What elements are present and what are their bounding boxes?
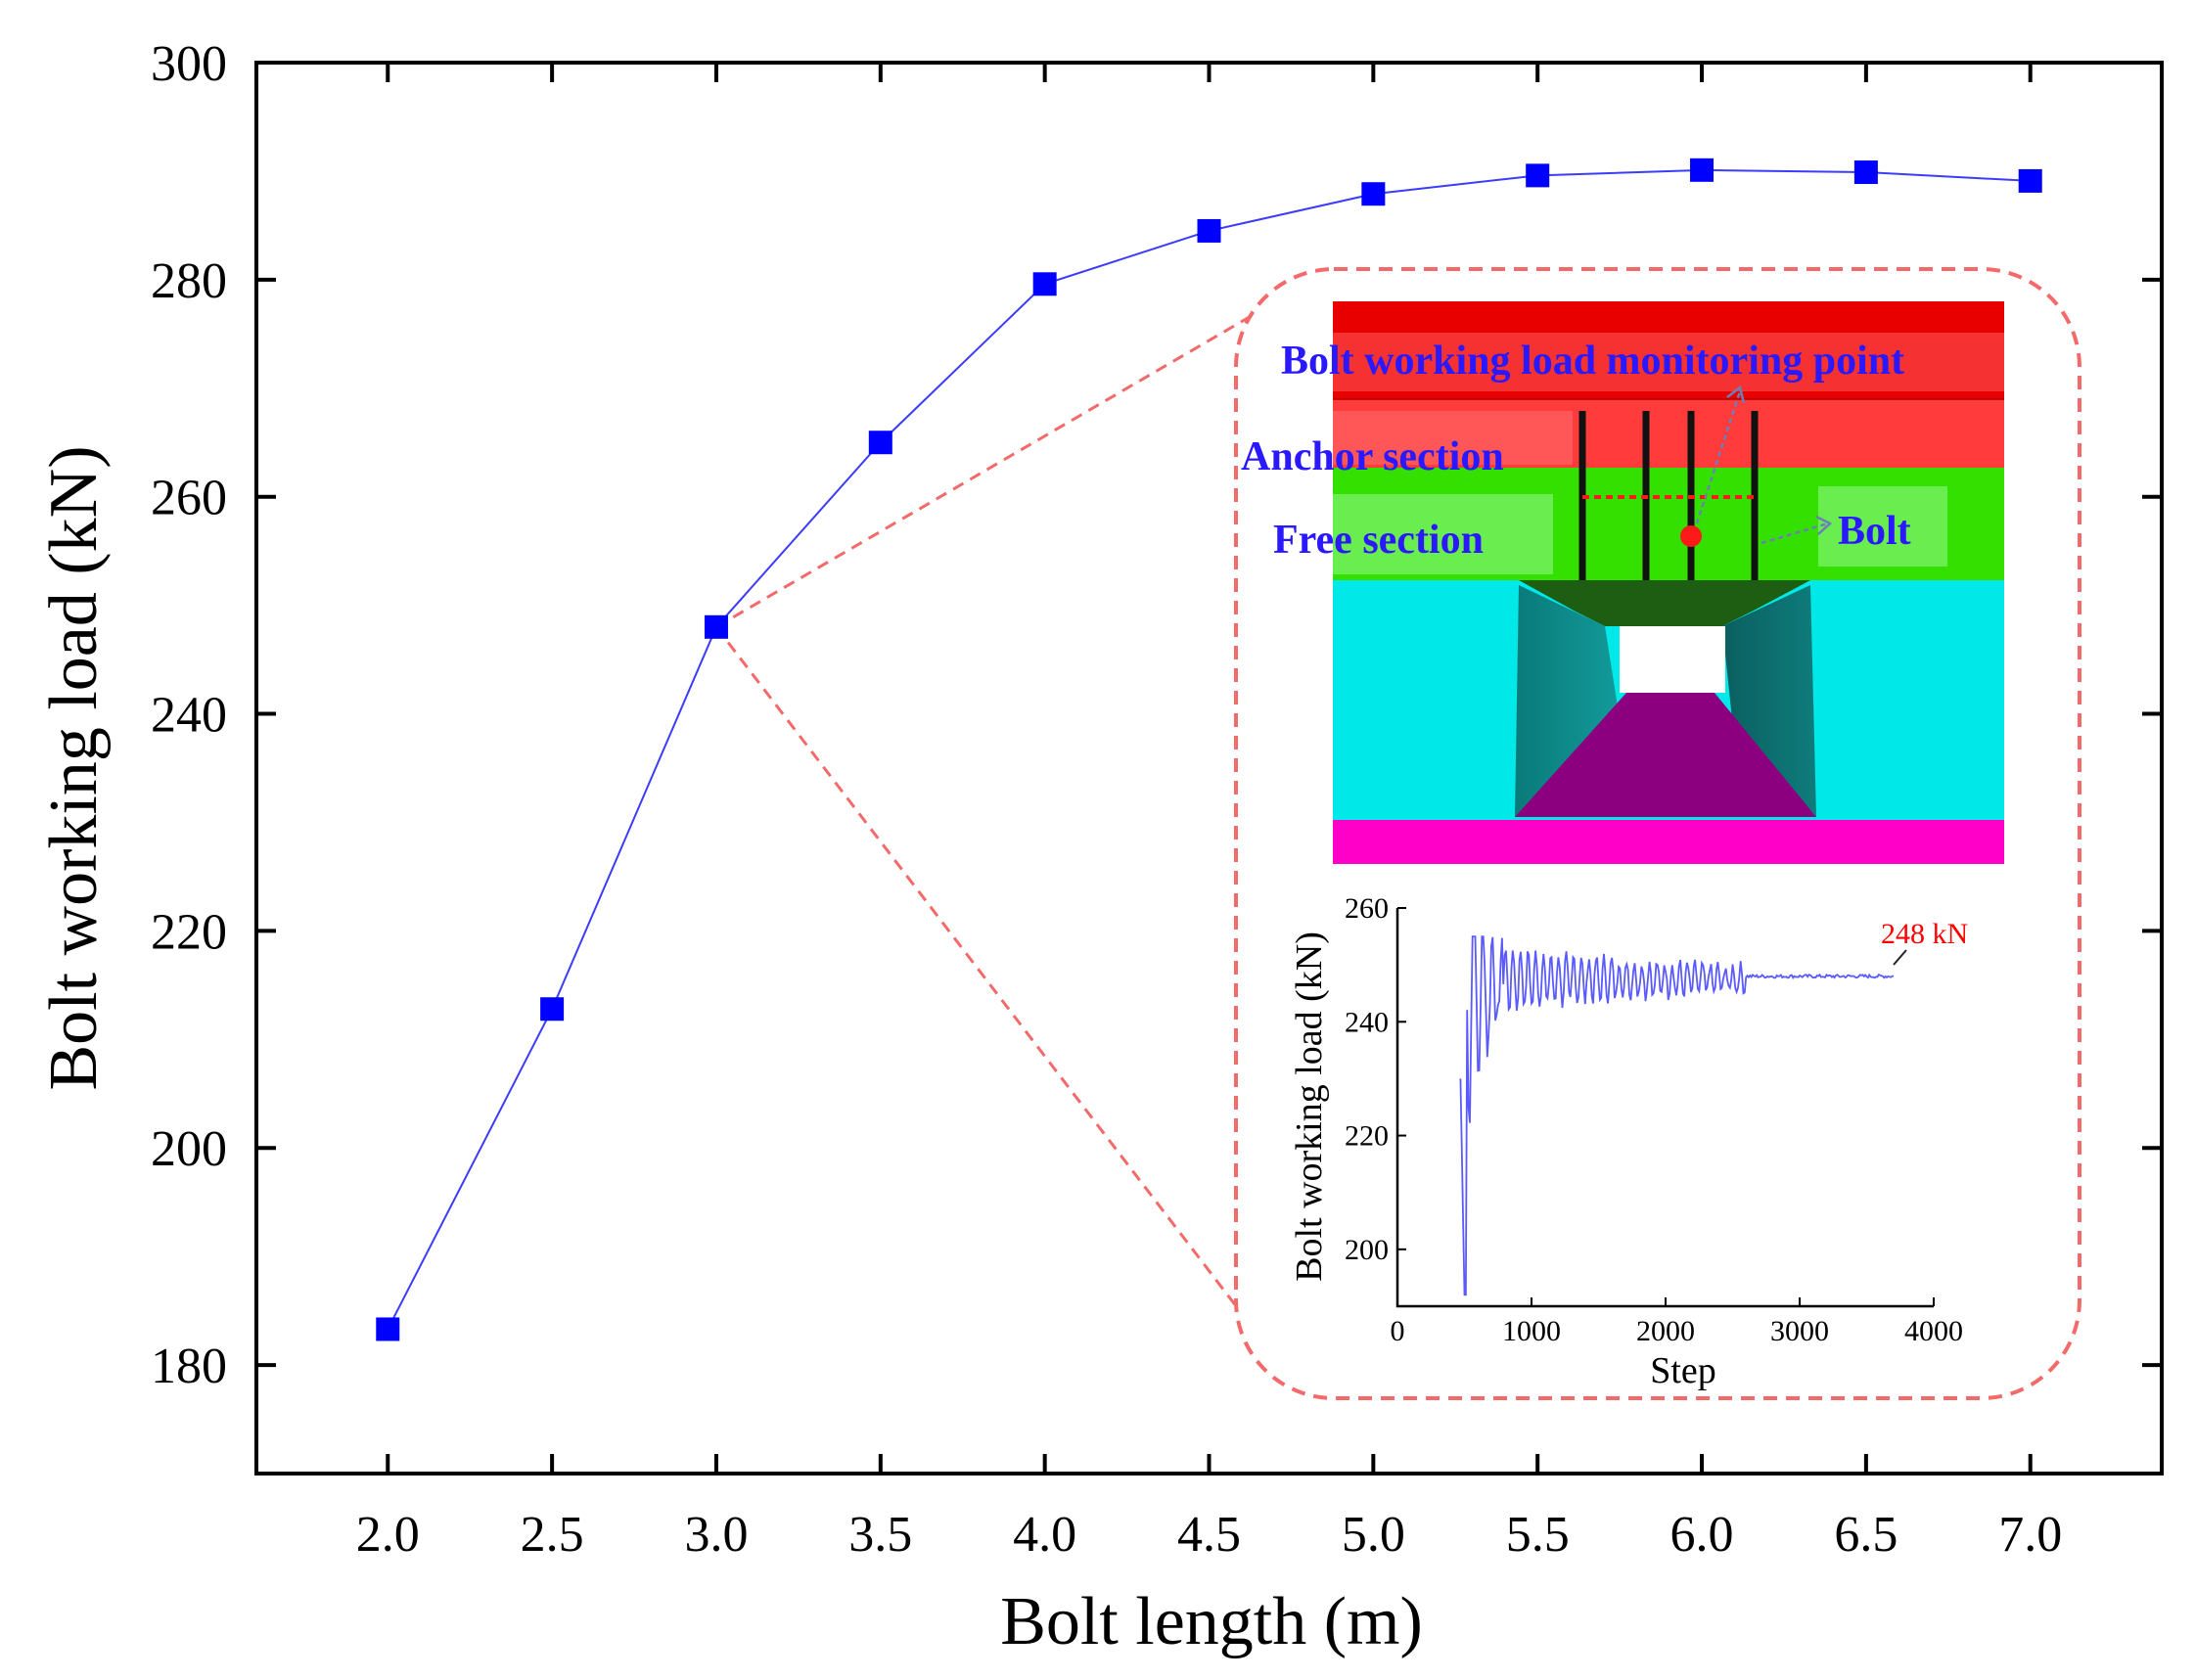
label-monitoring-point: Bolt working load monitoring point xyxy=(1281,339,1904,384)
data-point-marker xyxy=(1690,159,1714,182)
x-tick-label: 5.5 xyxy=(1506,1507,1570,1563)
y-tick-label: 200 xyxy=(151,1121,227,1177)
x-tick-label: 3.0 xyxy=(684,1507,748,1563)
x-tick-label: 6.5 xyxy=(1834,1507,1898,1563)
data-point-marker xyxy=(1854,160,1878,184)
x-tick-label: 5.0 xyxy=(1342,1507,1405,1563)
data-point-marker xyxy=(705,615,728,639)
x-tick-label: 6.0 xyxy=(1670,1507,1734,1563)
y-tick-label: 260 xyxy=(151,471,227,526)
data-point-marker xyxy=(1361,182,1385,205)
y-tick-label: 240 xyxy=(151,688,227,744)
label-bolt: Bolt xyxy=(1838,509,1911,554)
label-anchor-section: Anchor section xyxy=(1241,434,1504,479)
inset-final-value-annotation: 248 kN xyxy=(1881,918,1968,950)
y-tick-label: 280 xyxy=(151,253,227,309)
inset-y-axis-title: Bolt working load (kN) xyxy=(1289,931,1330,1282)
data-point-marker xyxy=(376,1317,399,1340)
y-tick-label: 300 xyxy=(151,36,227,92)
x-tick-label: 7.0 xyxy=(1998,1507,2062,1563)
x-tick-label: 4.0 xyxy=(1013,1507,1076,1563)
x-tick-label: 2.5 xyxy=(521,1507,584,1563)
inset-y-tick-label: 200 xyxy=(1345,1234,1389,1266)
x-tick-label: 2.0 xyxy=(356,1507,420,1563)
inset-x-tick-label: 1000 xyxy=(1502,1315,1561,1347)
inset-x-tick-label: 2000 xyxy=(1636,1315,1695,1347)
inset-y-tick-label: 220 xyxy=(1345,1120,1389,1153)
y-axis-title: Bolt working load (kN) xyxy=(36,445,112,1090)
floor-stratum xyxy=(1333,820,2004,864)
inset-y-tick-label: 260 xyxy=(1345,892,1389,925)
monitoring-point-marker xyxy=(1680,525,1702,547)
inset-x-tick-label: 3000 xyxy=(1770,1315,1829,1347)
data-point-marker xyxy=(2019,169,2042,193)
y-tick-label: 180 xyxy=(151,1339,227,1394)
inset-y-tick-label: 240 xyxy=(1345,1006,1389,1038)
data-point-marker xyxy=(1526,163,1549,187)
inset-x-tick-label: 4000 xyxy=(1904,1315,1963,1347)
data-point-marker xyxy=(1198,219,1221,243)
inset-model-view: Bolt working load monitoring point Ancho… xyxy=(1241,301,2004,864)
data-point-marker xyxy=(869,431,892,454)
data-point-marker xyxy=(540,997,564,1021)
x-axis-title: Bolt length (m) xyxy=(1000,1584,1423,1659)
inset-x-tick-label: 0 xyxy=(1391,1315,1405,1347)
roadway-opening xyxy=(1620,626,1725,693)
bolt-load-chart: 2.0 2.5 3.0 3.5 4.0 4.5 5.0 5.5 6.0 6.5 7.0 180 200… xyxy=(0,0,2195,1680)
y-tick-label: 220 xyxy=(151,904,227,960)
x-tick-label: 4.5 xyxy=(1177,1507,1241,1563)
inset-x-axis-title: Step xyxy=(1650,1350,1716,1391)
label-free-section: Free section xyxy=(1273,518,1484,563)
x-tick-label: 3.5 xyxy=(848,1507,912,1563)
data-point-marker xyxy=(1033,272,1057,295)
callout-line-top xyxy=(716,294,1290,627)
callout-line-bottom xyxy=(716,627,1262,1340)
